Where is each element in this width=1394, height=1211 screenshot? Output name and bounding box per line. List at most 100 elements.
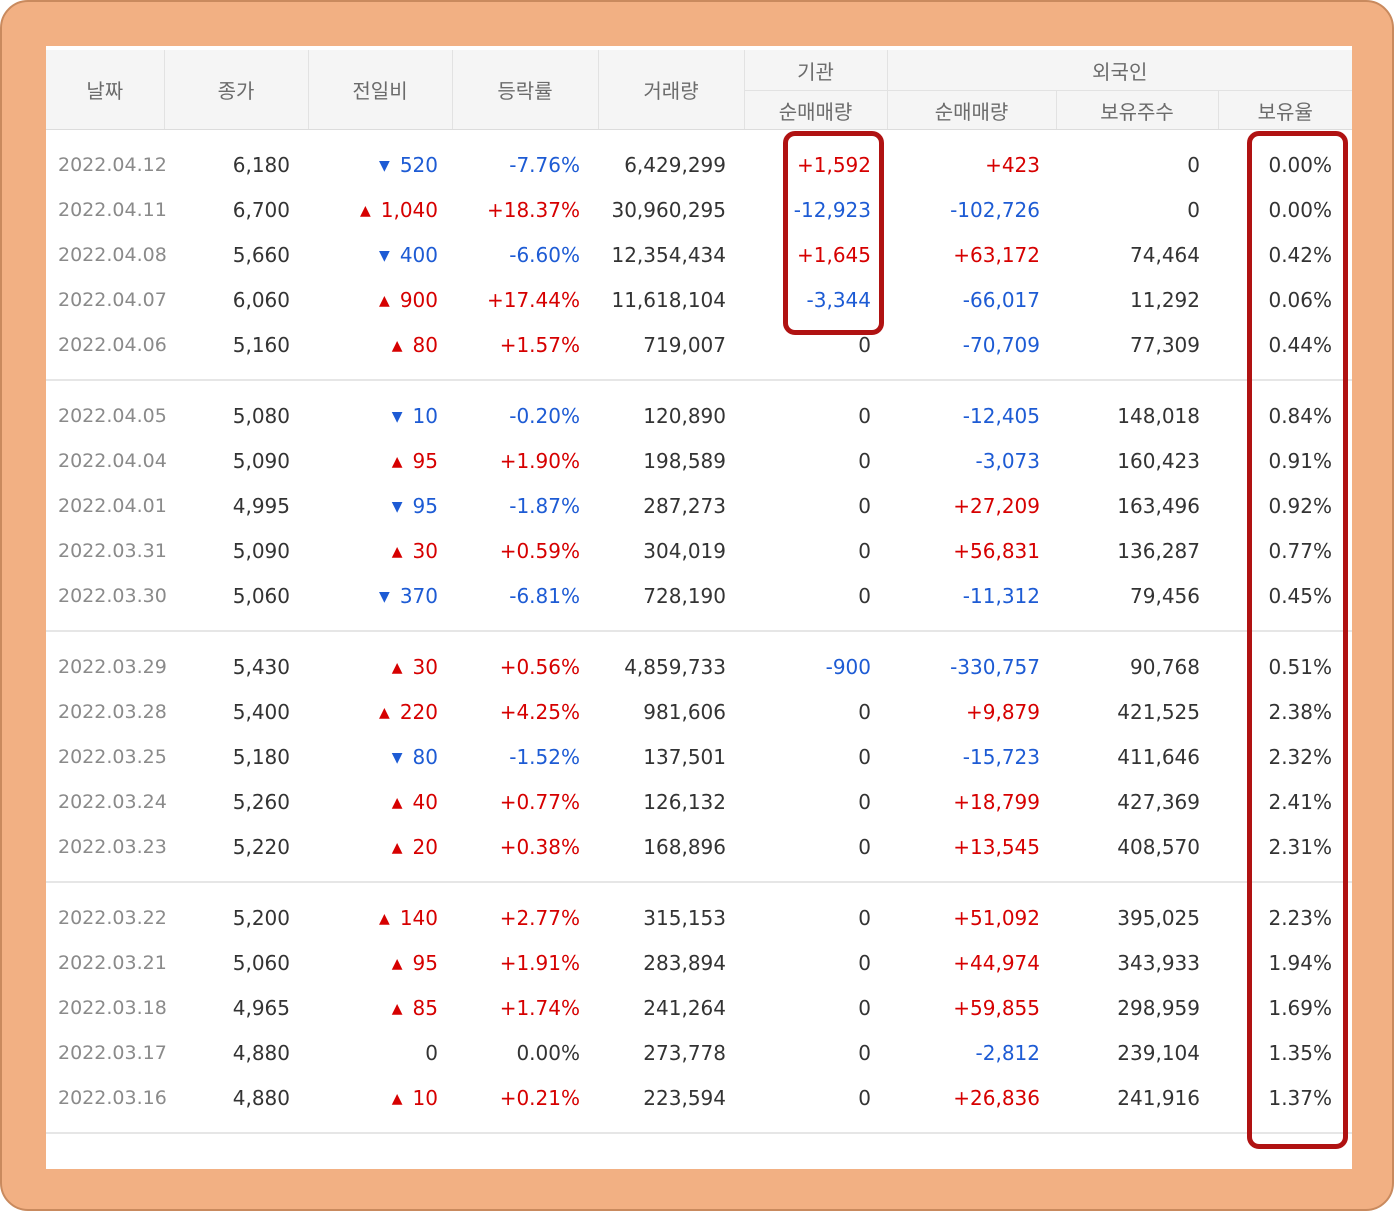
cell-change: ▲ 220 bbox=[308, 689, 452, 734]
cell-inst-net: 0 bbox=[858, 744, 871, 769]
cell-date: 2022.03.17 bbox=[58, 1041, 167, 1064]
cell-volume: 126,132 bbox=[643, 789, 726, 814]
cell-foreign-net: -11,312 bbox=[962, 583, 1040, 608]
cell-volume: 241,264 bbox=[643, 995, 726, 1020]
cell-change: ▲ 140 bbox=[308, 895, 452, 940]
cell-change: ▲ 20 bbox=[308, 824, 452, 869]
cell-foreign-ratio: 0.45% bbox=[1268, 583, 1333, 608]
header-foreign-ratio: 보유율 bbox=[1218, 90, 1352, 130]
cell-volume: 719,007 bbox=[643, 332, 726, 357]
table-row: 2022.03.29 5,430 ▲ 30 +0.56% 4,859,733 -900 -33… bbox=[46, 644, 1352, 689]
cell-date: 2022.04.05 bbox=[58, 404, 167, 427]
cell-inst-net: 0 bbox=[858, 332, 871, 357]
cell-inst-net: -900 bbox=[825, 654, 871, 679]
cell-rate: +0.38% bbox=[499, 834, 580, 859]
cell-close: 5,430 bbox=[232, 654, 290, 679]
cell-foreign-net: -12,405 bbox=[962, 403, 1040, 428]
cell-change: ▼ 370 bbox=[308, 573, 452, 618]
cell-date: 2022.03.29 bbox=[58, 655, 167, 678]
table-row: 2022.04.12 6,180 ▼ 520 -7.76% 6,429,299 +1,592… bbox=[46, 142, 1352, 187]
cell-change: ▲ 30 bbox=[308, 644, 452, 689]
change-value: 220 bbox=[399, 699, 438, 724]
cell-inst-net: 0 bbox=[858, 995, 871, 1020]
table-row: 2022.04.05 5,080 ▼ 10 -0.20% 120,890 0 -12,405 1… bbox=[46, 393, 1352, 438]
cell-close: 4,880 bbox=[232, 1085, 290, 1110]
cell-foreign-net: +51,092 bbox=[953, 905, 1040, 930]
cell-close: 5,260 bbox=[232, 789, 290, 814]
cell-date: 2022.03.18 bbox=[58, 996, 167, 1019]
triangle-up-icon: ▲ bbox=[379, 704, 390, 721]
cell-foreign-net: +56,831 bbox=[953, 538, 1040, 563]
cell-inst-net: 0 bbox=[858, 834, 871, 859]
investor-trading-table: 날짜 종가 전일비 등락률 거래량 기관 외국인 순매매량 순매매량 보유주수 … bbox=[46, 50, 1352, 1134]
cell-foreign-holdings: 79,456 bbox=[1130, 583, 1200, 608]
triangle-up-icon: ▲ bbox=[391, 543, 403, 560]
cell-change: ▲ 900 bbox=[308, 277, 452, 322]
cell-inst-net: 0 bbox=[858, 699, 871, 724]
cell-change: ▲ 95 bbox=[308, 438, 452, 483]
cell-volume: 287,273 bbox=[643, 493, 726, 518]
cell-volume: 12,354,434 bbox=[611, 242, 726, 267]
cell-change: ▲ 40 bbox=[308, 779, 452, 824]
cell-date: 2022.03.22 bbox=[58, 906, 167, 929]
triangle-up-icon: ▲ bbox=[359, 202, 371, 219]
cell-foreign-net: -102,726 bbox=[950, 197, 1040, 222]
cell-foreign-holdings: 148,018 bbox=[1117, 403, 1200, 428]
cell-rate: +1.90% bbox=[499, 448, 580, 473]
change-value: 40 bbox=[412, 789, 438, 814]
cell-rate: -1.52% bbox=[509, 744, 580, 769]
cell-rate: +1.74% bbox=[499, 995, 580, 1020]
cell-foreign-ratio: 2.38% bbox=[1268, 699, 1333, 724]
table-row: 2022.03.30 5,060 ▼ 370 -6.81% 728,190 0 -11,312… bbox=[46, 573, 1352, 618]
cell-date: 2022.03.16 bbox=[58, 1086, 167, 1109]
cell-rate: -0.20% bbox=[509, 403, 580, 428]
cell-inst-net: 0 bbox=[858, 950, 871, 975]
cell-change: ▼ 520 bbox=[308, 142, 452, 187]
cell-rate: +1.57% bbox=[499, 332, 580, 357]
triangle-up-icon: ▲ bbox=[391, 794, 403, 811]
cell-foreign-ratio: 1.69% bbox=[1268, 995, 1333, 1020]
cell-inst-net: 0 bbox=[858, 1085, 871, 1110]
table-row: 2022.04.06 5,160 ▲ 80 +1.57% 719,007 0 -70,709 7… bbox=[46, 322, 1352, 367]
cell-foreign-net: -3,073 bbox=[975, 448, 1040, 473]
change-value: 80 bbox=[412, 744, 438, 769]
cell-inst-net: 0 bbox=[858, 583, 871, 608]
cell-foreign-holdings: 77,309 bbox=[1130, 332, 1200, 357]
table-row: 2022.03.31 5,090 ▲ 30 +0.59% 304,019 0 +56,831 1… bbox=[46, 528, 1352, 573]
cell-foreign-holdings: 421,525 bbox=[1117, 699, 1200, 724]
cell-inst-net: -3,344 bbox=[806, 287, 871, 312]
table-row: 2022.04.04 5,090 ▲ 95 +1.90% 198,589 0 -3,073 16… bbox=[46, 438, 1352, 483]
cell-volume: 273,778 bbox=[643, 1040, 726, 1065]
header-inst-net: 순매매량 bbox=[744, 90, 888, 130]
cell-date: 2022.04.01 bbox=[58, 494, 167, 517]
header-foreign-group: 외국인 bbox=[887, 50, 1352, 91]
table-row: 2022.03.24 5,260 ▲ 40 +0.77% 126,132 0 +18,799 4… bbox=[46, 779, 1352, 824]
cell-foreign-holdings: 427,369 bbox=[1117, 789, 1200, 814]
cell-foreign-net: +63,172 bbox=[953, 242, 1040, 267]
change-value: 400 bbox=[399, 242, 438, 267]
change-value: 20 bbox=[412, 834, 438, 859]
cell-foreign-holdings: 241,916 bbox=[1117, 1085, 1200, 1110]
change-value: 10 bbox=[412, 403, 438, 428]
table-row: 2022.04.07 6,060 ▲ 900 +17.44% 11,618,104 -3,3… bbox=[46, 277, 1352, 322]
cell-rate: -7.76% bbox=[509, 152, 580, 177]
cell-rate: +0.59% bbox=[499, 538, 580, 563]
cell-rate: +2.77% bbox=[499, 905, 580, 930]
change-value: 140 bbox=[399, 905, 438, 930]
table-row: 2022.03.17 4,880 0 0.00% 273,778 0 -2,812 239,1… bbox=[46, 1030, 1352, 1075]
header-volume: 거래량 bbox=[598, 50, 745, 130]
cell-inst-net: +1,645 bbox=[796, 242, 871, 267]
cell-change: ▼ 95 bbox=[308, 483, 452, 528]
cell-change: ▼ 10 bbox=[308, 393, 452, 438]
cell-close: 6,700 bbox=[232, 197, 290, 222]
triangle-up-icon: ▲ bbox=[379, 292, 390, 309]
cell-foreign-ratio: 1.94% bbox=[1268, 950, 1333, 975]
change-value: 900 bbox=[399, 287, 438, 312]
cell-foreign-holdings: 74,464 bbox=[1130, 242, 1200, 267]
table-row: 2022.03.22 5,200 ▲ 140 +2.77% 315,153 0 +51,092… bbox=[46, 895, 1352, 940]
cell-inst-net: 0 bbox=[858, 403, 871, 428]
triangle-down-icon: ▼ bbox=[379, 247, 390, 264]
cell-volume: 315,153 bbox=[643, 905, 726, 930]
cell-foreign-holdings: 0 bbox=[1187, 197, 1200, 222]
cell-change: ▲ 1,040 bbox=[308, 187, 452, 232]
